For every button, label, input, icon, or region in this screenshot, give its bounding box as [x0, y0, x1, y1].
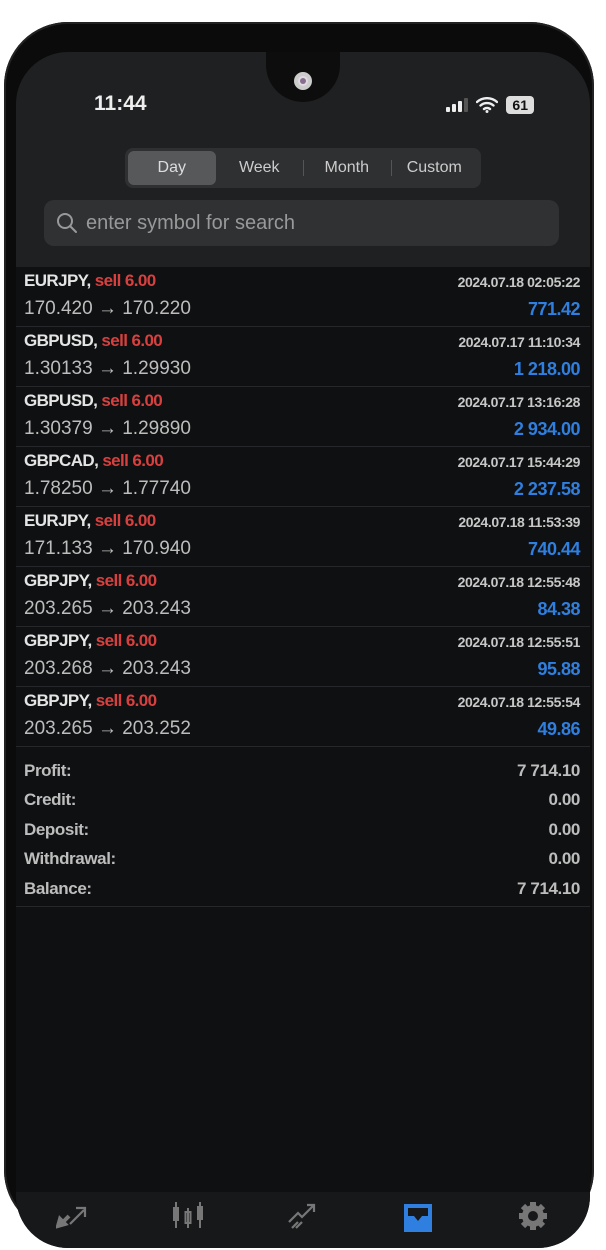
summary: Profit: 7 714.10 Credit: 0.00 Deposit: 0.00 Wi…	[16, 747, 590, 907]
nav-quotes[interactable]	[48, 1200, 98, 1236]
deal-time: 2024.07.17 15:44:29	[457, 454, 581, 470]
summary-value: 0.00	[548, 790, 581, 810]
deal-profit: 740.44	[527, 539, 581, 559]
chart-icon	[173, 1202, 204, 1228]
summary-value: 0.00	[548, 849, 581, 869]
summary-label: Profit:	[24, 761, 72, 780]
deal-row[interactable]: EURJPY, sell 6.00 171.133 → 170.940 2024…	[16, 507, 590, 567]
deal-profit: 84.38	[537, 599, 580, 619]
deal-side: sell 6.00	[102, 451, 164, 470]
deal-time: 2024.07.18 12:55:51	[457, 634, 581, 650]
deal-time: 2024.07.18 11:53:39	[458, 514, 580, 530]
deal-row[interactable]: GBPJPY, sell 6.00 203.265 → 203.252 2024…	[16, 687, 590, 747]
nav-history[interactable]	[393, 1200, 443, 1236]
deal-side: sell 6.00	[101, 391, 163, 410]
status-time: 11:44	[94, 92, 147, 115]
deal-side: sell 6.00	[94, 271, 156, 290]
deal-time: 2024.07.17 13:16:28	[457, 394, 581, 410]
deals-list: EURJPY, sell 6.00 170.420 → 170.220 2024…	[16, 267, 590, 907]
deal-prices: 203.265 → 203.252	[24, 718, 191, 739]
tab-week[interactable]: Week	[238, 159, 280, 176]
nav-trade[interactable]	[278, 1200, 328, 1236]
deal-row[interactable]: GBPCAD, sell 6.00 1.78250 → 1.77740 2024…	[16, 447, 590, 507]
phone-frame: 11:44 61 Day Week Month Custom EURJPY, s…	[4, 22, 594, 1248]
settings-icon	[518, 1202, 547, 1230]
deal-row[interactable]: GBPJPY, sell 6.00 203.268 → 203.243 2024…	[16, 627, 590, 687]
screen: 11:44 61 Day Week Month Custom EURJPY, s…	[16, 52, 590, 1248]
signal-icon	[446, 98, 469, 112]
deal-symbol: GBPCAD,	[24, 451, 99, 470]
deal-symbol: GBPJPY,	[24, 691, 92, 710]
search-icon	[57, 213, 77, 233]
deal-symbol: GBPUSD,	[24, 331, 98, 350]
search-input[interactable]	[86, 211, 526, 235]
deal-symbol: EURJPY,	[24, 511, 91, 530]
deal-side: sell 6.00	[95, 571, 157, 590]
deal-profit: 771.42	[527, 299, 581, 319]
status-icons: 61	[446, 96, 534, 114]
deal-time: 2024.07.18 12:55:54	[457, 694, 581, 710]
period-selector: Day Week Month Custom	[125, 148, 481, 188]
summary-row: Credit: 0.00	[24, 790, 580, 819]
summary-value: 7 714.10	[517, 761, 580, 780]
summary-label: Balance:	[24, 878, 92, 898]
deal-time: 2024.07.18 12:55:48	[457, 574, 581, 590]
deal-side: sell 6.00	[95, 631, 157, 650]
summary-row: Deposit: 0.00	[24, 820, 580, 849]
deal-prices: 1.78250 → 1.77740	[24, 478, 191, 499]
search-bar	[44, 200, 559, 246]
camera	[294, 72, 312, 90]
deal-symbol: GBPJPY,	[24, 631, 92, 650]
tab-day[interactable]: Day	[128, 151, 216, 185]
deal-row[interactable]: EURJPY, sell 6.00 170.420 → 170.220 2024…	[16, 267, 590, 327]
quotes-icon	[56, 1206, 87, 1229]
deal-prices: 203.265 → 203.243	[24, 598, 191, 619]
deal-prices: 171.133 → 170.940	[24, 538, 191, 559]
battery-level: 61	[506, 96, 534, 114]
deal-prices: 170.420 → 170.220	[24, 298, 191, 319]
wifi-icon	[476, 97, 499, 113]
deal-symbol: GBPJPY,	[24, 571, 92, 590]
deal-side: sell 6.00	[95, 691, 157, 710]
trade-icon	[288, 1203, 316, 1229]
deal-symbol: GBPUSD,	[24, 391, 98, 410]
deal-profit: 95.88	[537, 659, 580, 679]
summary-row: Profit: 7 714.10	[24, 761, 580, 790]
summary-label: Deposit:	[24, 819, 89, 839]
deal-prices: 1.30379 → 1.29890	[24, 418, 191, 439]
nav-chart[interactable]	[163, 1200, 213, 1236]
deal-profit: 1 218.00	[513, 359, 581, 379]
tab-custom[interactable]: Custom	[390, 151, 479, 185]
summary-label: Withdrawal:	[24, 849, 116, 869]
deal-symbol: EURJPY,	[24, 271, 91, 290]
deal-prices: 1.30133 → 1.29930	[24, 358, 191, 379]
deal-time: 2024.07.18 02:05:22	[457, 274, 581, 290]
deal-row[interactable]: GBPUSD, sell 6.00 1.30133 → 1.29930 2024…	[16, 327, 590, 387]
deal-time: 2024.07.17 11:10:34	[458, 334, 580, 350]
bottom-nav	[16, 1192, 590, 1248]
nav-settings[interactable]	[508, 1200, 558, 1236]
summary-row: Withdrawal: 0.00	[24, 849, 580, 878]
deal-profit: 2 934.00	[513, 419, 581, 439]
deal-row[interactable]: GBPUSD, sell 6.00 1.30379 → 1.29890 2024…	[16, 387, 590, 447]
deal-row[interactable]: GBPJPY, sell 6.00 203.265 → 203.243 2024…	[16, 567, 590, 627]
summary-row: Balance: 7 714.10	[24, 879, 580, 908]
deal-prices: 203.268 → 203.243	[24, 658, 191, 679]
deal-side: sell 6.00	[101, 331, 163, 350]
header: 11:44 61 Day Week Month Custom	[16, 52, 590, 267]
summary-value: 7 714.10	[517, 878, 580, 898]
deal-side: sell 6.00	[94, 511, 156, 530]
tab-month[interactable]: Month	[303, 151, 391, 185]
deal-profit: 2 237.58	[513, 479, 581, 499]
summary-value: 0.00	[548, 819, 581, 839]
summary-label: Credit:	[24, 790, 76, 810]
deal-profit: 49.86	[537, 719, 580, 739]
history-icon	[403, 1204, 432, 1232]
